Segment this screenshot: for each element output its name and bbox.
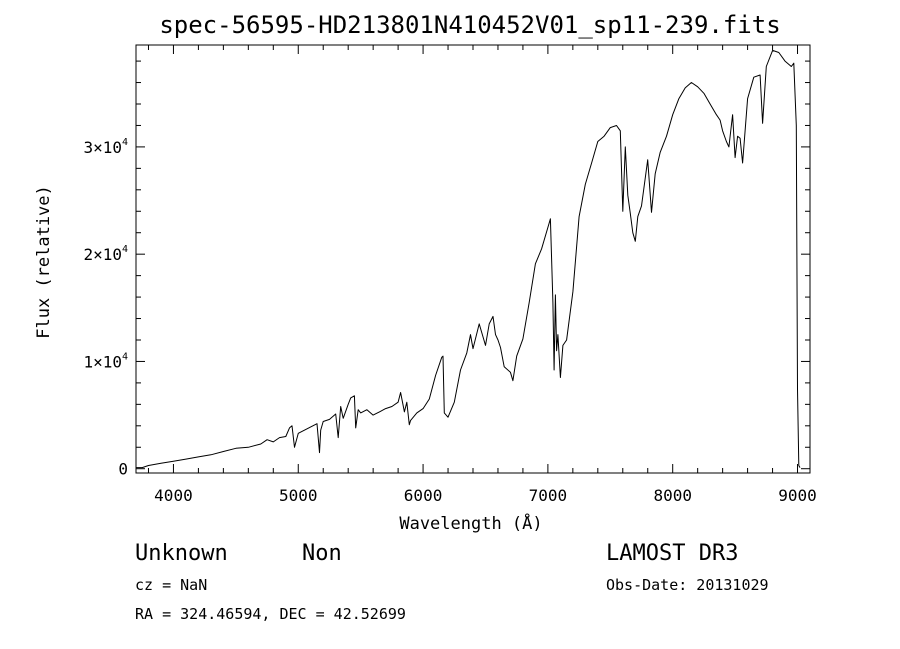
x-tick-label: 5000 (279, 486, 318, 505)
x-tick-label: 4000 (154, 486, 193, 505)
x-tick-label: 6000 (404, 486, 443, 505)
object-name: Unknown (135, 541, 228, 566)
plot-border (135, 44, 811, 474)
y-tick-label: 1×104 (83, 351, 128, 371)
y-axis-label: Flux (relative) (34, 185, 54, 339)
y-axis: 0 1×104 2×104 3×104 (83, 60, 810, 479)
series-group (136, 49, 801, 469)
y-tick-label: 3×104 (83, 137, 128, 157)
object-class: Non (302, 541, 342, 566)
coordinates-text: RA = 324.46594, DEC = 42.52699 (135, 605, 406, 623)
x-tick-label: 9000 (778, 486, 817, 505)
chart-title: spec-56595-HD213801N410452V01_sp11-239.f… (159, 11, 780, 39)
plot-frame (135, 44, 811, 474)
y-tick-label: 0 (118, 460, 128, 479)
y-tick-label: 2×104 (83, 244, 128, 264)
redshift-text: cz = NaN (135, 576, 207, 594)
x-axis-label: Wavelength (Å) (399, 512, 542, 534)
x-tick-label: 8000 (653, 486, 692, 505)
obs-date-text: Obs-Date: 20131029 (606, 576, 769, 594)
survey-name: LAMOST DR3 (606, 541, 738, 566)
flux-spectrum-line (136, 49, 801, 469)
x-tick-label: 7000 (529, 486, 568, 505)
x-axis: 4000 5000 6000 7000 8000 9000 (147, 45, 817, 505)
